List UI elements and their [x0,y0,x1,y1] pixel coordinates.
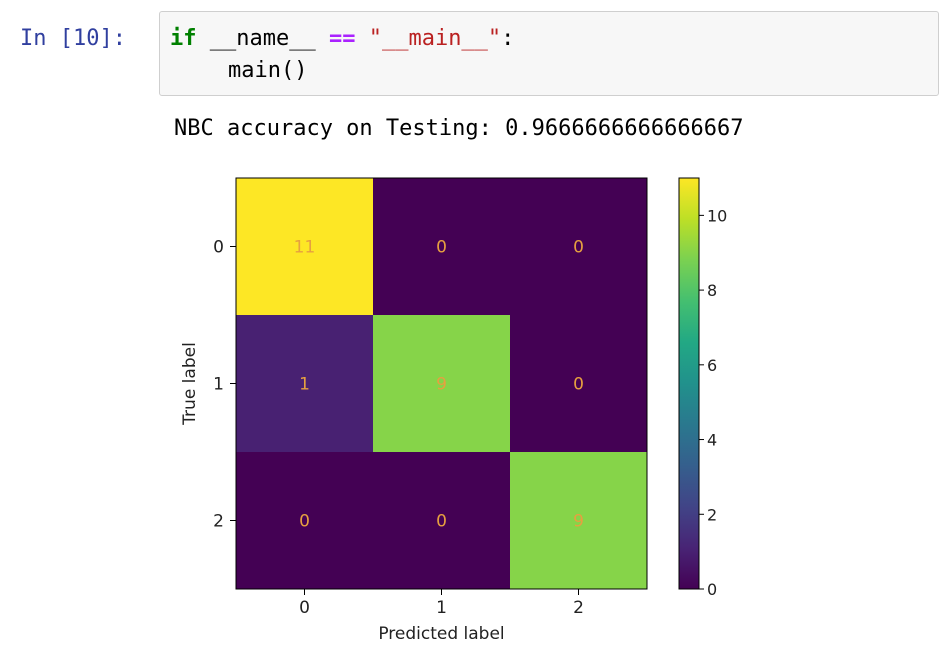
code-line-2: main() [228,58,307,83]
axes-ticks: 0 1 2 0 1 2 [213,238,584,619]
cell-value-label: 9 [436,375,447,395]
y-tick-label: 2 [213,512,224,532]
main-call: main() [228,58,308,83]
cell-value-label: 11 [294,238,316,258]
equality-operator: == [328,26,356,51]
heatmap-cell [510,178,647,315]
y-axis-label: True label [180,342,200,426]
colorbar [678,177,700,590]
y-tick-label: 1 [213,375,224,395]
keyword-if: if [170,26,197,51]
x-tick-label: 2 [573,598,584,618]
heatmap-cell [510,452,647,589]
x-tick-label: 1 [436,598,447,618]
code-cell-input[interactable]: if __name__ == "__main__": main() [159,11,939,96]
code-line-1: if __name__ == "__main__": [170,26,514,51]
heatmap-cell [510,315,647,452]
heatmap-cell [373,452,510,589]
colon: : [501,26,515,51]
heatmap-cell [236,178,373,315]
colorbar-tick-label: 8 [707,281,717,300]
heatmap-cell [236,315,373,452]
colorbar-tick-label: 6 [707,356,717,375]
heatmap-cells [236,178,647,589]
cell-value-label: 9 [573,512,584,532]
cell-prompt: In [10]: [20,26,126,51]
cell-value-label: 0 [573,375,584,395]
colorbar-ticks: 0 2 4 6 8 10 [699,206,727,599]
output-text: NBC accuracy on Testing: 0.9666666666666… [174,116,744,141]
name-variable: __name__ [209,26,316,51]
heatmap-cell [236,452,373,589]
main-string: "__main__" [368,26,502,51]
colorbar-tick-label: 2 [707,505,717,524]
cell-value-label: 0 [436,512,447,532]
cell-value-label: 1 [299,375,310,395]
x-axis-label: Predicted label [378,624,504,644]
heatmap-cell [373,178,510,315]
x-tick-label: 0 [299,598,310,618]
heatmap-cell [373,315,510,452]
cell-value-label: 0 [299,512,310,532]
y-tick-label: 0 [213,238,224,258]
colorbar-tick-label: 0 [707,580,717,599]
cell-value-label: 0 [436,238,447,258]
colorbar-tick-label: 10 [707,206,727,225]
cell-value-label: 0 [573,238,584,258]
colorbar-tick-label: 4 [707,431,717,450]
cell-value-labels: 11 0 0 1 9 0 0 0 9 [294,238,584,532]
